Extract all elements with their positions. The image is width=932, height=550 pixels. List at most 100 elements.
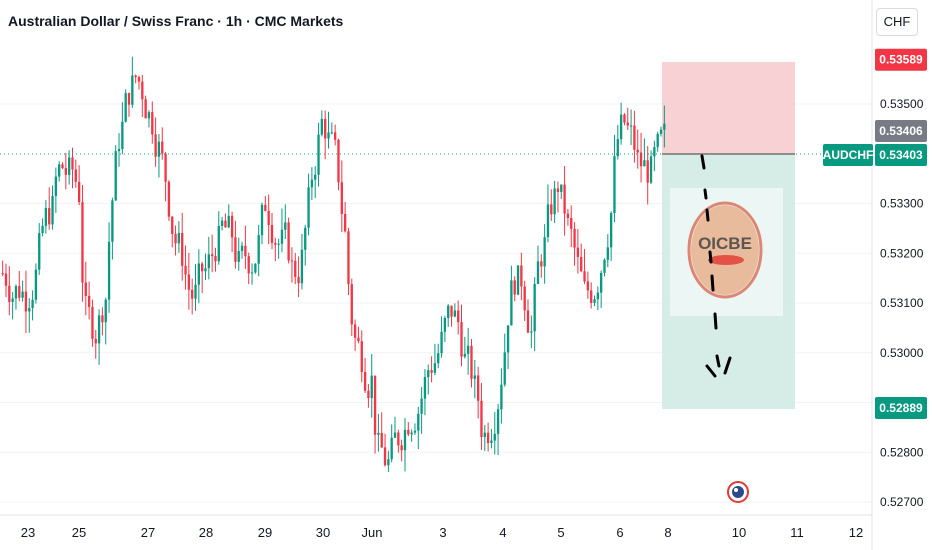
- time-tick-label: 30: [316, 525, 330, 540]
- candle-body: [656, 133, 659, 147]
- candle-body: [560, 184, 563, 192]
- candle-body: [284, 222, 287, 230]
- price-tick-label: 0.52700: [880, 495, 924, 509]
- candle-body: [556, 188, 560, 192]
- candle-body: [164, 153, 167, 182]
- candle-body: [287, 222, 290, 261]
- candle-body: [81, 202, 84, 283]
- risk-zone[interactable]: [662, 62, 795, 154]
- candle-body: [599, 272, 603, 293]
- candle-body: [297, 276, 300, 284]
- candle-body: [573, 228, 576, 248]
- candle-body: [483, 432, 486, 438]
- candle-body: [21, 291, 24, 298]
- price-axis[interactable]: 0.53500 0.53300 0.53200 0.53100 0.53000 0.528…: [823, 48, 927, 509]
- candle-body: [503, 352, 506, 385]
- candle-body: [457, 310, 460, 323]
- candle-body: [533, 283, 536, 332]
- candle-body: [227, 215, 230, 228]
- candle-body: [48, 207, 51, 225]
- candle-body: [659, 129, 663, 134]
- candle-body: [327, 132, 330, 139]
- candle-body: [134, 75, 137, 78]
- candle-body: [516, 265, 520, 295]
- time-tick-label: 3: [439, 525, 446, 540]
- currency-button[interactable]: CHF: [876, 8, 918, 36]
- candle-body: [523, 286, 526, 311]
- candle-body: [619, 114, 623, 140]
- candle-body: [633, 125, 636, 150]
- candle-body: [373, 375, 377, 435]
- price-tick-label: 0.52800: [880, 445, 924, 459]
- candle-body: [546, 204, 550, 238]
- candle-body: [443, 318, 447, 332]
- candle-body: [247, 256, 250, 274]
- candle-body: [64, 168, 68, 175]
- candle-body: [430, 370, 433, 373]
- candle-body: [264, 204, 267, 211]
- candle-body: [440, 331, 443, 354]
- candle-body: [566, 213, 570, 219]
- candle-body: [144, 99, 147, 119]
- candle-body: [476, 375, 480, 401]
- candle-body: [536, 261, 540, 284]
- candle-body: [114, 151, 117, 201]
- candle-body: [367, 390, 370, 399]
- candle-body: [214, 256, 217, 262]
- candle-body: [257, 235, 260, 264]
- candle-body: [131, 75, 134, 105]
- candle-body: [197, 263, 201, 285]
- event-marker-icon[interactable]: [727, 481, 749, 503]
- candle-body: [157, 141, 161, 157]
- candle-body: [320, 118, 324, 135]
- candle-body: [350, 284, 353, 325]
- candle-body: [613, 156, 616, 214]
- candle-body: [636, 149, 639, 153]
- price-badge-current: [875, 144, 927, 166]
- candle-body: [277, 243, 280, 245]
- candle-body: [8, 285, 11, 302]
- candle-body: [220, 220, 224, 227]
- candle-body: [460, 322, 463, 357]
- candle-body: [11, 298, 14, 302]
- candle-body: [270, 224, 274, 243]
- candle-body: [473, 375, 476, 379]
- candle-body: [38, 233, 41, 270]
- candle-body: [427, 370, 430, 378]
- candle-body: [403, 429, 407, 451]
- candle-body: [447, 305, 450, 319]
- candle-body: [267, 210, 270, 225]
- symbol-tag-label: AUDCHF: [823, 148, 874, 162]
- candle-body: [124, 93, 127, 122]
- candle-body: [154, 134, 157, 157]
- candle-body: [4, 273, 8, 286]
- candle-body: [204, 268, 207, 272]
- candle-body: [363, 371, 367, 391]
- chart-title: Australian Dollar / Swiss Franc · 1h · C…: [8, 13, 344, 29]
- candle-body: [250, 272, 254, 274]
- candle-body: [663, 123, 666, 130]
- candle-body: [177, 233, 181, 244]
- candle-body: [646, 160, 649, 183]
- candle-body: [433, 363, 437, 373]
- candle-body: [84, 282, 87, 296]
- time-tick-label: 11: [790, 525, 804, 540]
- candle-body: [530, 331, 533, 333]
- candle-body: [383, 447, 387, 466]
- symbol-tag: [823, 144, 873, 166]
- candle-body: [161, 141, 164, 154]
- candle-body: [626, 122, 629, 126]
- candle-body: [77, 181, 81, 203]
- candle-body: [417, 413, 420, 431]
- candle-body: [310, 179, 314, 188]
- candle-body: [274, 242, 277, 245]
- candle-body: [307, 187, 310, 228]
- time-axis[interactable]: 23 25 27 28 29 30 Jun 3 4 5 6 8 10 11 12: [21, 525, 863, 540]
- candle-body: [593, 299, 596, 303]
- candle-body: [353, 324, 357, 338]
- candle-body: [570, 218, 573, 229]
- candle-body: [137, 77, 141, 82]
- candle-body: [317, 134, 320, 175]
- candle-body: [420, 398, 423, 414]
